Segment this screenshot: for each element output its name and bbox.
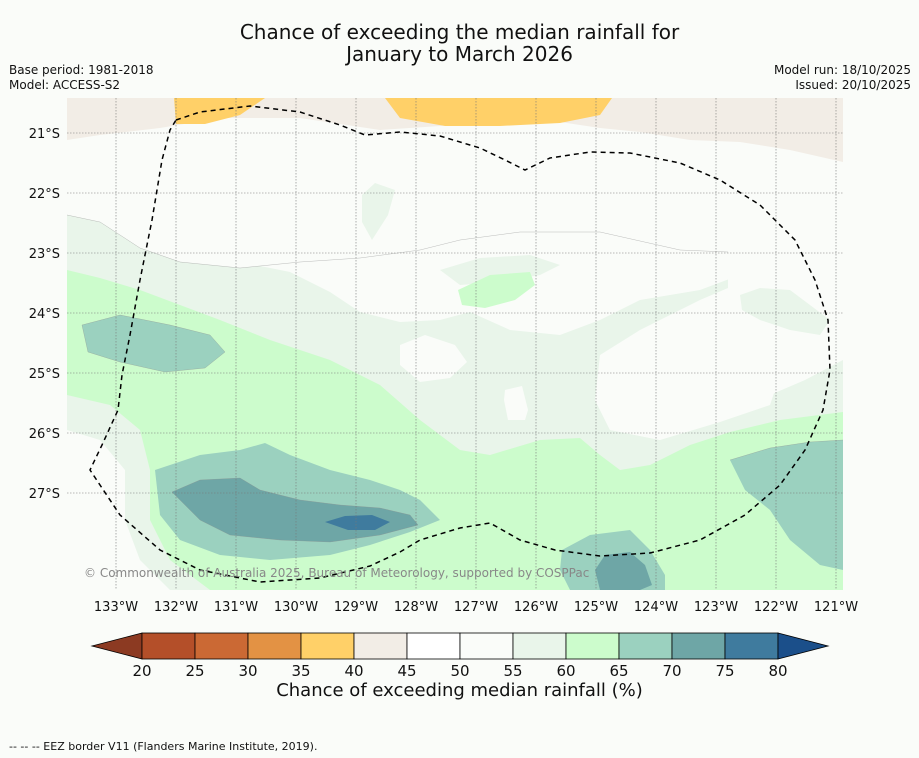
- region-80-sw: [325, 515, 390, 530]
- lon-label: 132°W: [154, 600, 198, 615]
- map-area: © Commonwealth of Australia 2025, Bureau…: [67, 98, 843, 590]
- region-40-topleft: [174, 98, 265, 124]
- region-60-bump: [440, 255, 560, 285]
- colorbar-tick: 25: [185, 662, 204, 680]
- colorbar-bin: [671, 632, 726, 660]
- colorbar-tick: 75: [715, 662, 734, 680]
- lat-label: 22°S: [29, 187, 60, 202]
- region-50-north: [67, 150, 843, 335]
- colorbar-bin: [565, 632, 620, 660]
- base-period: Base period: 1981-2018: [9, 63, 154, 77]
- chart-title-line1: Chance of exceeding the median rainfall …: [239, 20, 680, 44]
- lat-label: 24°S: [29, 307, 60, 322]
- lon-label: 123°W: [694, 600, 738, 615]
- region-60-north-island: [362, 183, 395, 240]
- issued-date: Issued: 20/10/2025: [795, 78, 911, 92]
- colorbar-high-arrow: [777, 632, 830, 660]
- eez-border: [89, 105, 831, 583]
- colorbar-tick: 50: [450, 662, 469, 680]
- colorbar-bin: [512, 632, 567, 660]
- colorbar-tick: 60: [556, 662, 575, 680]
- colorbar-tick: 65: [609, 662, 628, 680]
- lat-label: 26°S: [29, 427, 60, 442]
- region-70-se: [730, 440, 843, 570]
- colorbar-bin: [300, 632, 355, 660]
- region-40-topmid: [385, 98, 612, 126]
- colorbar-low-arrow: [90, 632, 143, 660]
- model-run: Model run: 18/10/2025: [773, 63, 911, 77]
- lat-label: 23°S: [29, 247, 60, 262]
- colorbar-tick: 30: [238, 662, 257, 680]
- lat-label: 27°S: [29, 487, 60, 502]
- region-55-center: [400, 335, 467, 382]
- colorbar-bin: [194, 632, 249, 660]
- lat-label: 25°S: [29, 367, 60, 382]
- lon-label: 128°W: [394, 600, 438, 615]
- colorbar-tick: 55: [503, 662, 522, 680]
- lon-label: 125°W: [574, 600, 618, 615]
- colorbar-tick: 35: [291, 662, 310, 680]
- lon-label: 130°W: [274, 600, 318, 615]
- colorbar-bin: [618, 632, 673, 660]
- region-65-island: [458, 272, 535, 308]
- lon-label: 127°W: [454, 600, 498, 615]
- region-60-ne-patch: [740, 288, 830, 335]
- colorbar-tick: 70: [662, 662, 681, 680]
- colorbar-bin: [724, 632, 779, 660]
- colorbar-bin: [141, 632, 196, 660]
- lon-label: 121°W: [814, 600, 858, 615]
- lon-label: 126°W: [514, 600, 558, 615]
- colorbar-tick: 40: [344, 662, 363, 680]
- lon-label: 133°W: [94, 600, 138, 615]
- region-55-east: [595, 340, 780, 440]
- colorbar-label: Chance of exceeding median rainfall (%): [276, 680, 643, 701]
- copyright-notice: © Commonwealth of Australia 2025, Bureau…: [84, 566, 589, 580]
- colorbar-tick: 80: [768, 662, 787, 680]
- lon-label: 129°W: [334, 600, 378, 615]
- region-55-center-small: [504, 386, 528, 420]
- lon-label: 124°W: [634, 600, 678, 615]
- colorbar-bin: [353, 632, 408, 660]
- lon-label: 122°W: [754, 600, 798, 615]
- region-55-sw: [67, 430, 170, 590]
- map-graticule: [67, 98, 843, 590]
- colorbar-bin: [247, 632, 302, 660]
- region-45-top: [67, 98, 843, 162]
- model-name: Model: ACCESS-S2: [9, 78, 121, 92]
- colorbar: [90, 632, 830, 660]
- region-70-west: [82, 315, 225, 372]
- colorbar-bin: [459, 632, 514, 660]
- chart-title-line2: January to March 2026: [346, 42, 573, 66]
- colorbar-bin: [406, 632, 461, 660]
- region-75-s: [595, 552, 652, 590]
- colorbar-tick: 20: [132, 662, 151, 680]
- lon-label: 131°W: [214, 600, 258, 615]
- eez-legend-note: -- -- -- EEZ border V11 (Flanders Marine…: [9, 740, 318, 753]
- lat-label: 21°S: [29, 127, 60, 142]
- colorbar-tick: 45: [397, 662, 416, 680]
